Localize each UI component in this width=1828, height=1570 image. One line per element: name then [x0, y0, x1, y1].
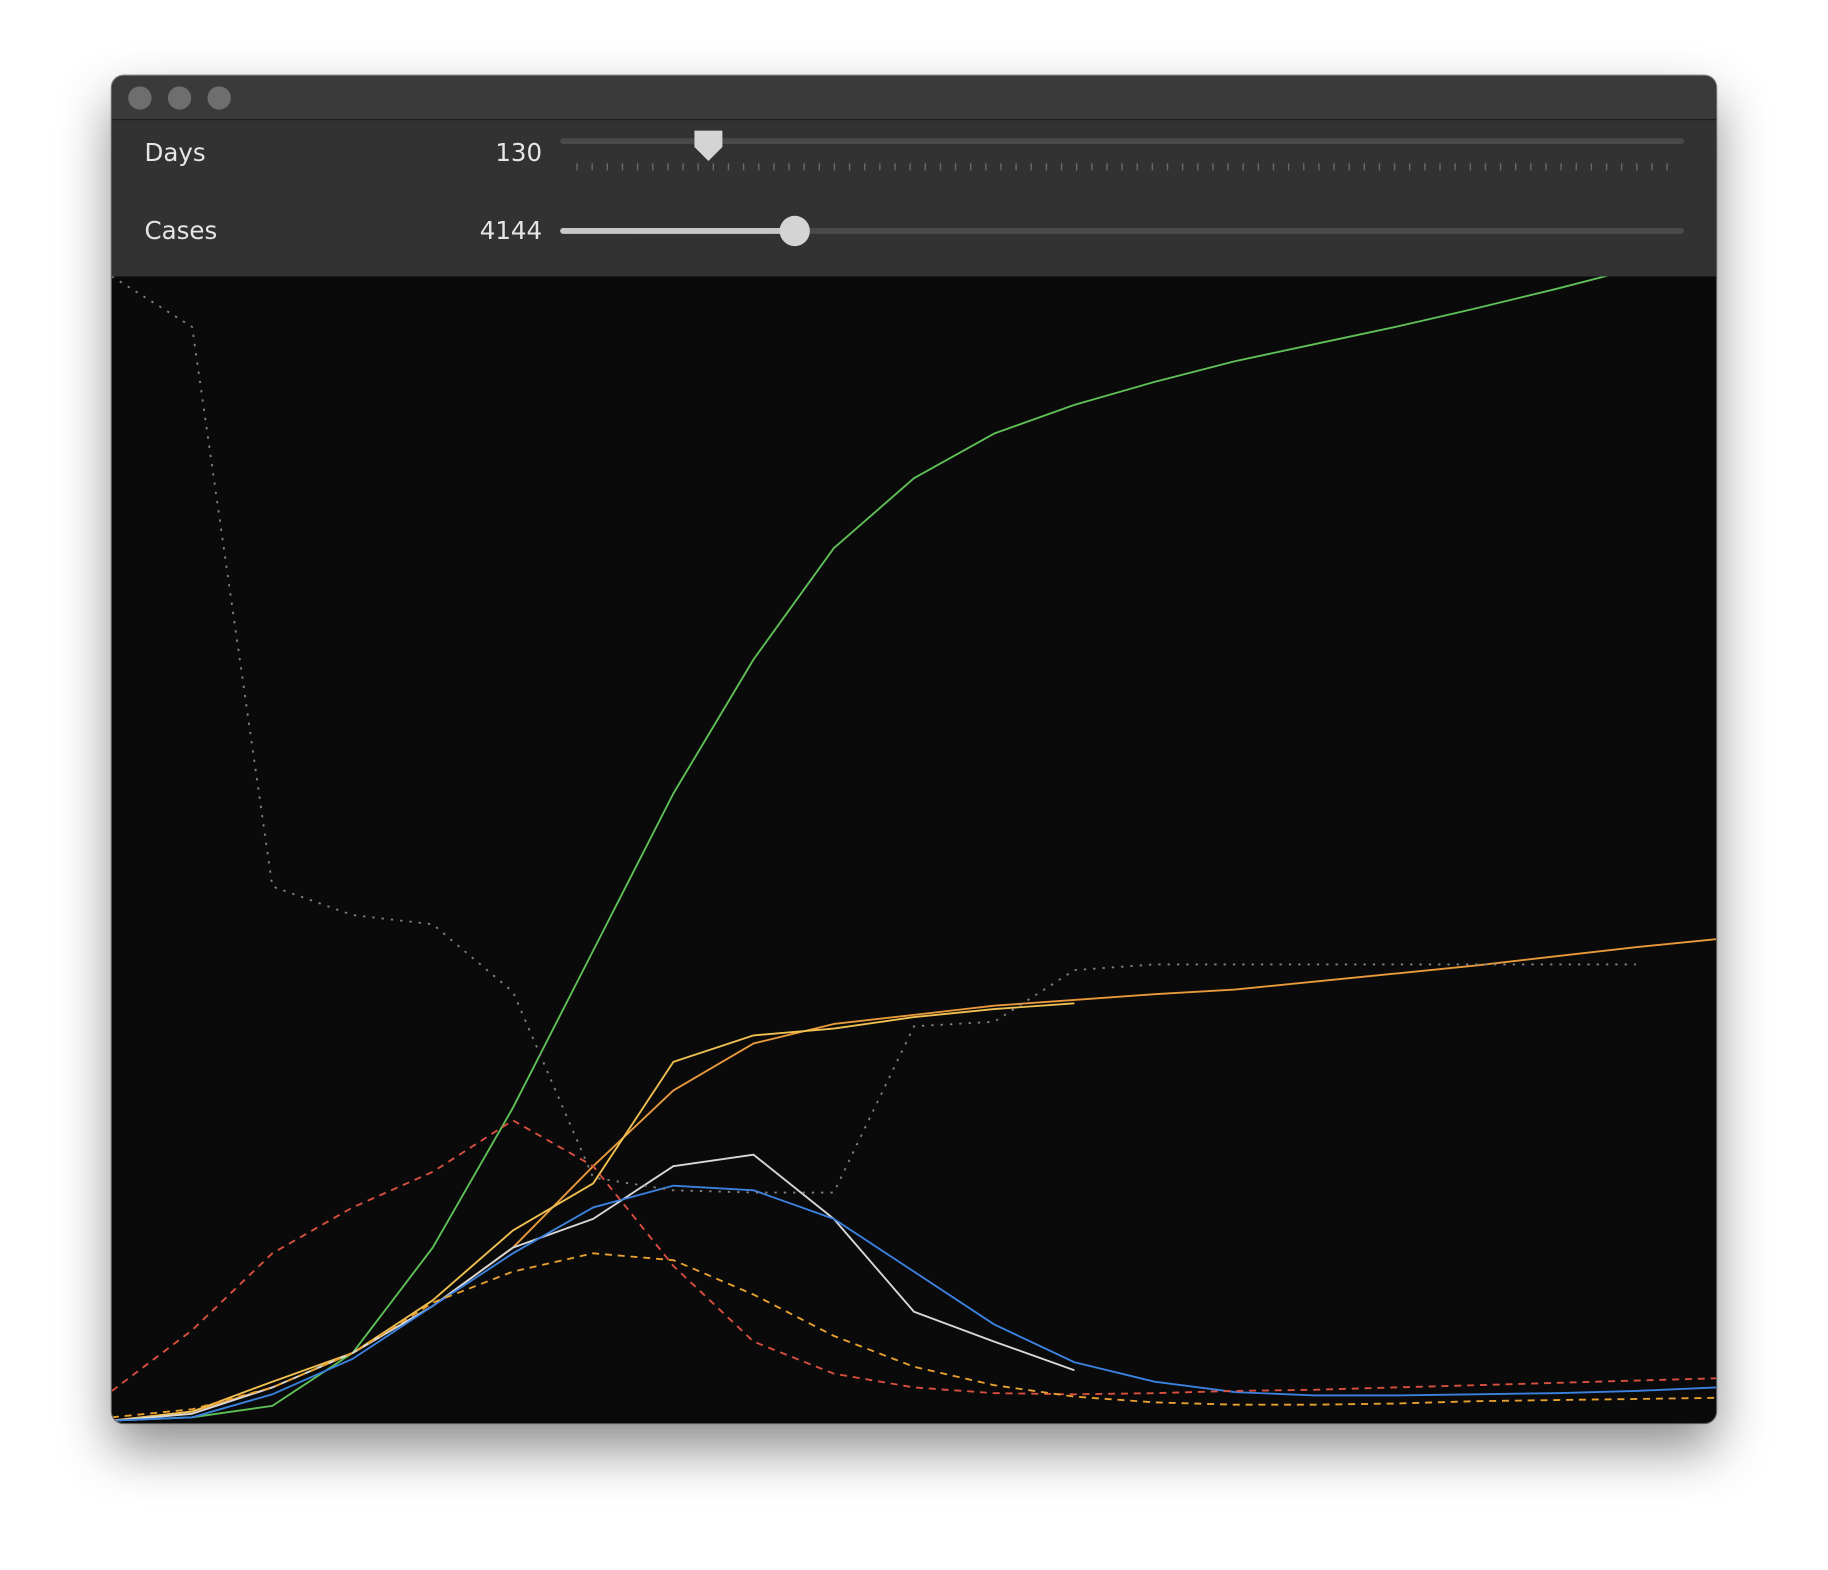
close-button[interactable]	[128, 86, 152, 110]
slider-thumb[interactable]	[694, 130, 723, 161]
plot-area	[111, 276, 1717, 1424]
series-line	[111, 1002, 1075, 1422]
window: Days 130 Cases 4144	[111, 75, 1717, 1424]
series-line	[111, 1184, 1717, 1422]
slider[interactable]	[560, 130, 1684, 171]
control-value: 130	[495, 138, 543, 167]
series-line	[111, 1153, 1075, 1422]
slider[interactable]	[560, 215, 1684, 247]
slider-thumb[interactable]	[779, 215, 810, 247]
series-line	[111, 276, 1609, 1422]
minimize-button[interactable]	[167, 86, 192, 110]
control-label: Cases	[144, 216, 218, 245]
zoom-button[interactable]	[207, 86, 231, 110]
chart	[111, 276, 1717, 1424]
title-bar	[111, 75, 1717, 121]
controls-panel: Days 130 Cases 4144	[111, 120, 1717, 277]
sliders	[560, 130, 1684, 247]
lines	[111, 276, 1717, 1422]
series-line	[111, 1252, 1717, 1419]
control-label: Days	[144, 138, 206, 167]
control-value: 4144	[479, 216, 543, 245]
